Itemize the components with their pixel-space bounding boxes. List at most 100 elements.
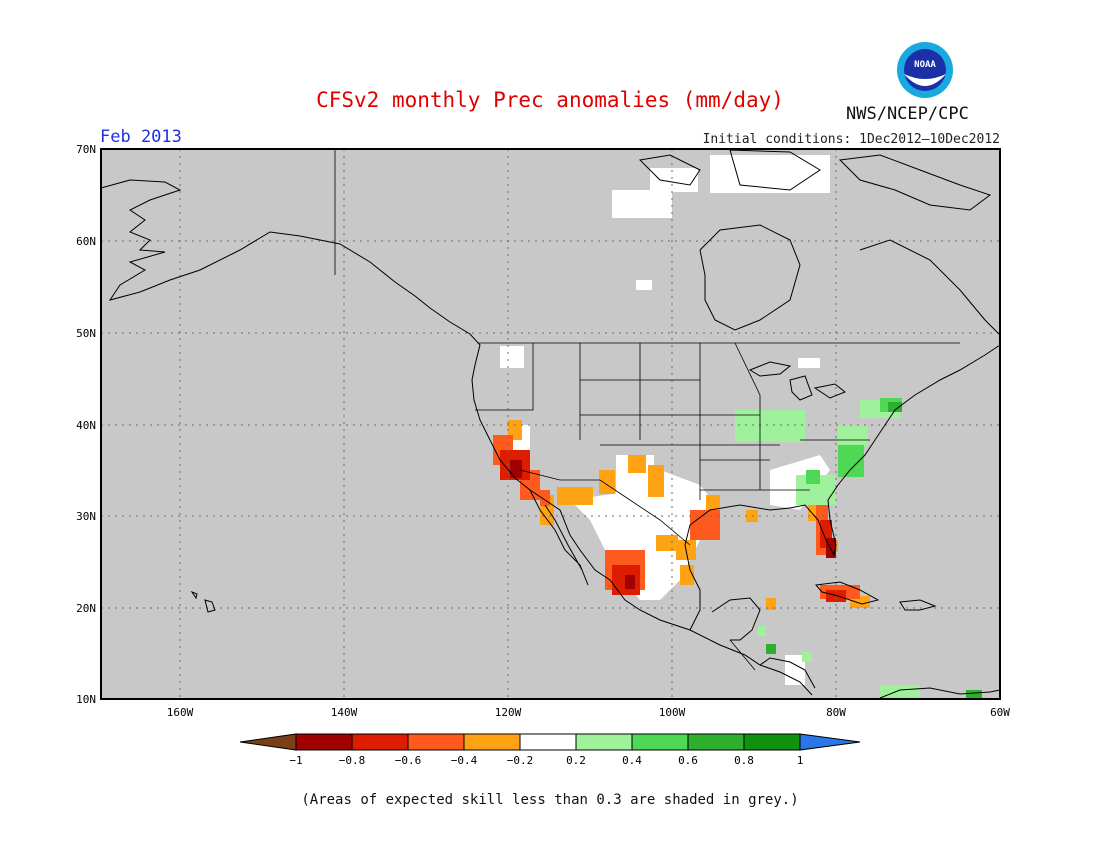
colorbar-segment (351, 733, 409, 751)
colorbar-tick-label: −0.8 (339, 754, 366, 767)
graticule (101, 149, 1000, 699)
colorbar-tick-label: −1 (289, 754, 302, 767)
colorbar-tick-label: 0.4 (622, 754, 642, 767)
green-patch (880, 398, 902, 412)
lon-label: 160W (167, 706, 194, 719)
orange-patch (808, 505, 820, 521)
colorbar-segment (743, 733, 801, 751)
latitude-labels: 70N 60N 50N 40N 30N 20N 10N (76, 143, 96, 706)
orange-patch (680, 565, 694, 585)
lon-label: 100W (659, 706, 686, 719)
colorbar-segment (295, 733, 353, 751)
red-orange-patch (605, 550, 645, 590)
orange-patch (706, 495, 720, 513)
orange-patch (628, 455, 646, 473)
orange-patch (557, 487, 593, 505)
white-patch (710, 155, 830, 193)
white-patch (636, 280, 652, 290)
skill-note: (Areas of expected skill less than 0.3 a… (301, 792, 799, 808)
colorbar-tick-label: 0.2 (566, 754, 586, 767)
red-orange-patch (493, 435, 513, 465)
colorbar-segment (463, 733, 521, 751)
light-green-patch (838, 425, 868, 447)
light-green-patch (735, 410, 805, 442)
colorbar-segment (519, 733, 577, 751)
red-orange-patch (820, 585, 860, 599)
white-patch (798, 358, 820, 368)
red-patch (500, 450, 530, 480)
colorbar-tick-label: 0.8 (734, 754, 754, 767)
colorbar-tick-label: 1 (797, 754, 804, 767)
colorbar-tick-label: 0.6 (678, 754, 698, 767)
red-orange-patch (520, 470, 540, 500)
orange-patch (508, 420, 522, 440)
lat-label: 10N (76, 693, 96, 706)
orange-patch (828, 540, 838, 552)
white-patch (570, 470, 720, 600)
green-patch (806, 470, 820, 484)
white-patch (650, 168, 698, 192)
red-orange-patch (540, 490, 550, 506)
lat-label: 50N (76, 327, 96, 340)
red-patch (826, 590, 846, 602)
map-background (101, 149, 1000, 699)
lon-label: 120W (495, 706, 522, 719)
lat-label: 30N (76, 510, 96, 523)
orange-patch (850, 596, 870, 608)
map-frame (100, 148, 1001, 700)
orange-patch (540, 495, 554, 525)
colorbar-tick-labels: −1 −0.8 −0.6 −0.4 −0.2 0.2 0.4 0.6 0.8 1 (289, 754, 803, 767)
lat-label: 40N (76, 419, 96, 432)
red-patch (612, 565, 640, 595)
colorbar-tick-label: −0.2 (507, 754, 534, 767)
colorbar-tick-label: −0.6 (395, 754, 422, 767)
anomaly-fill (493, 155, 982, 698)
light-green-patch (796, 475, 836, 505)
chart-title: CFSv2 monthly Prec anomalies (mm/day) (316, 88, 784, 112)
orange-patch (599, 470, 615, 494)
colorbar-segment (407, 733, 465, 751)
light-green-patch (758, 626, 766, 636)
orange-patch (676, 540, 696, 560)
noaa-logo: NOAA (893, 40, 957, 104)
dark-green-patch (766, 644, 776, 654)
orange-patch (656, 535, 678, 551)
colorbar-segment (575, 733, 633, 751)
lon-label: 60W (990, 706, 1010, 719)
orange-patch (648, 465, 664, 497)
political-borders (334, 149, 960, 671)
light-green-patch (880, 685, 920, 697)
white-patch (512, 425, 530, 455)
white-patch (612, 190, 672, 218)
dark-green-patch (888, 402, 902, 412)
red-patch (820, 520, 832, 548)
white-patch (500, 346, 524, 368)
dark-red-patch (510, 460, 522, 478)
orange-patch (746, 510, 758, 522)
lon-label: 80W (826, 706, 846, 719)
colorbar-tick-label: −0.4 (451, 754, 478, 767)
orange-patch (766, 598, 776, 610)
colorbar-segment (631, 733, 689, 751)
logo-text: NOAA (914, 60, 936, 70)
initial-conditions: Initial conditions: 1Dec2012—10Dec2012 (702, 132, 1000, 147)
dark-red-patch (826, 538, 836, 558)
lat-label: 20N (76, 602, 96, 615)
dark-red-patch (625, 575, 635, 589)
white-patch (770, 455, 830, 510)
colorbar-segment (687, 733, 745, 751)
dark-green-patch (966, 690, 982, 698)
colorbar-over-triangle (799, 733, 861, 751)
colorbar (239, 733, 861, 751)
white-patch (785, 655, 805, 685)
red-orange-patch (816, 505, 828, 555)
lon-label: 140W (331, 706, 358, 719)
lat-label: 70N (76, 143, 96, 156)
lat-label: 60N (76, 235, 96, 248)
light-green-patch (802, 652, 812, 662)
colorbar-under-triangle (239, 733, 297, 751)
white-patch (616, 455, 654, 495)
green-patch (838, 445, 864, 477)
forecast-month: Feb 2013 (100, 127, 182, 147)
red-orange-patch (690, 510, 720, 540)
